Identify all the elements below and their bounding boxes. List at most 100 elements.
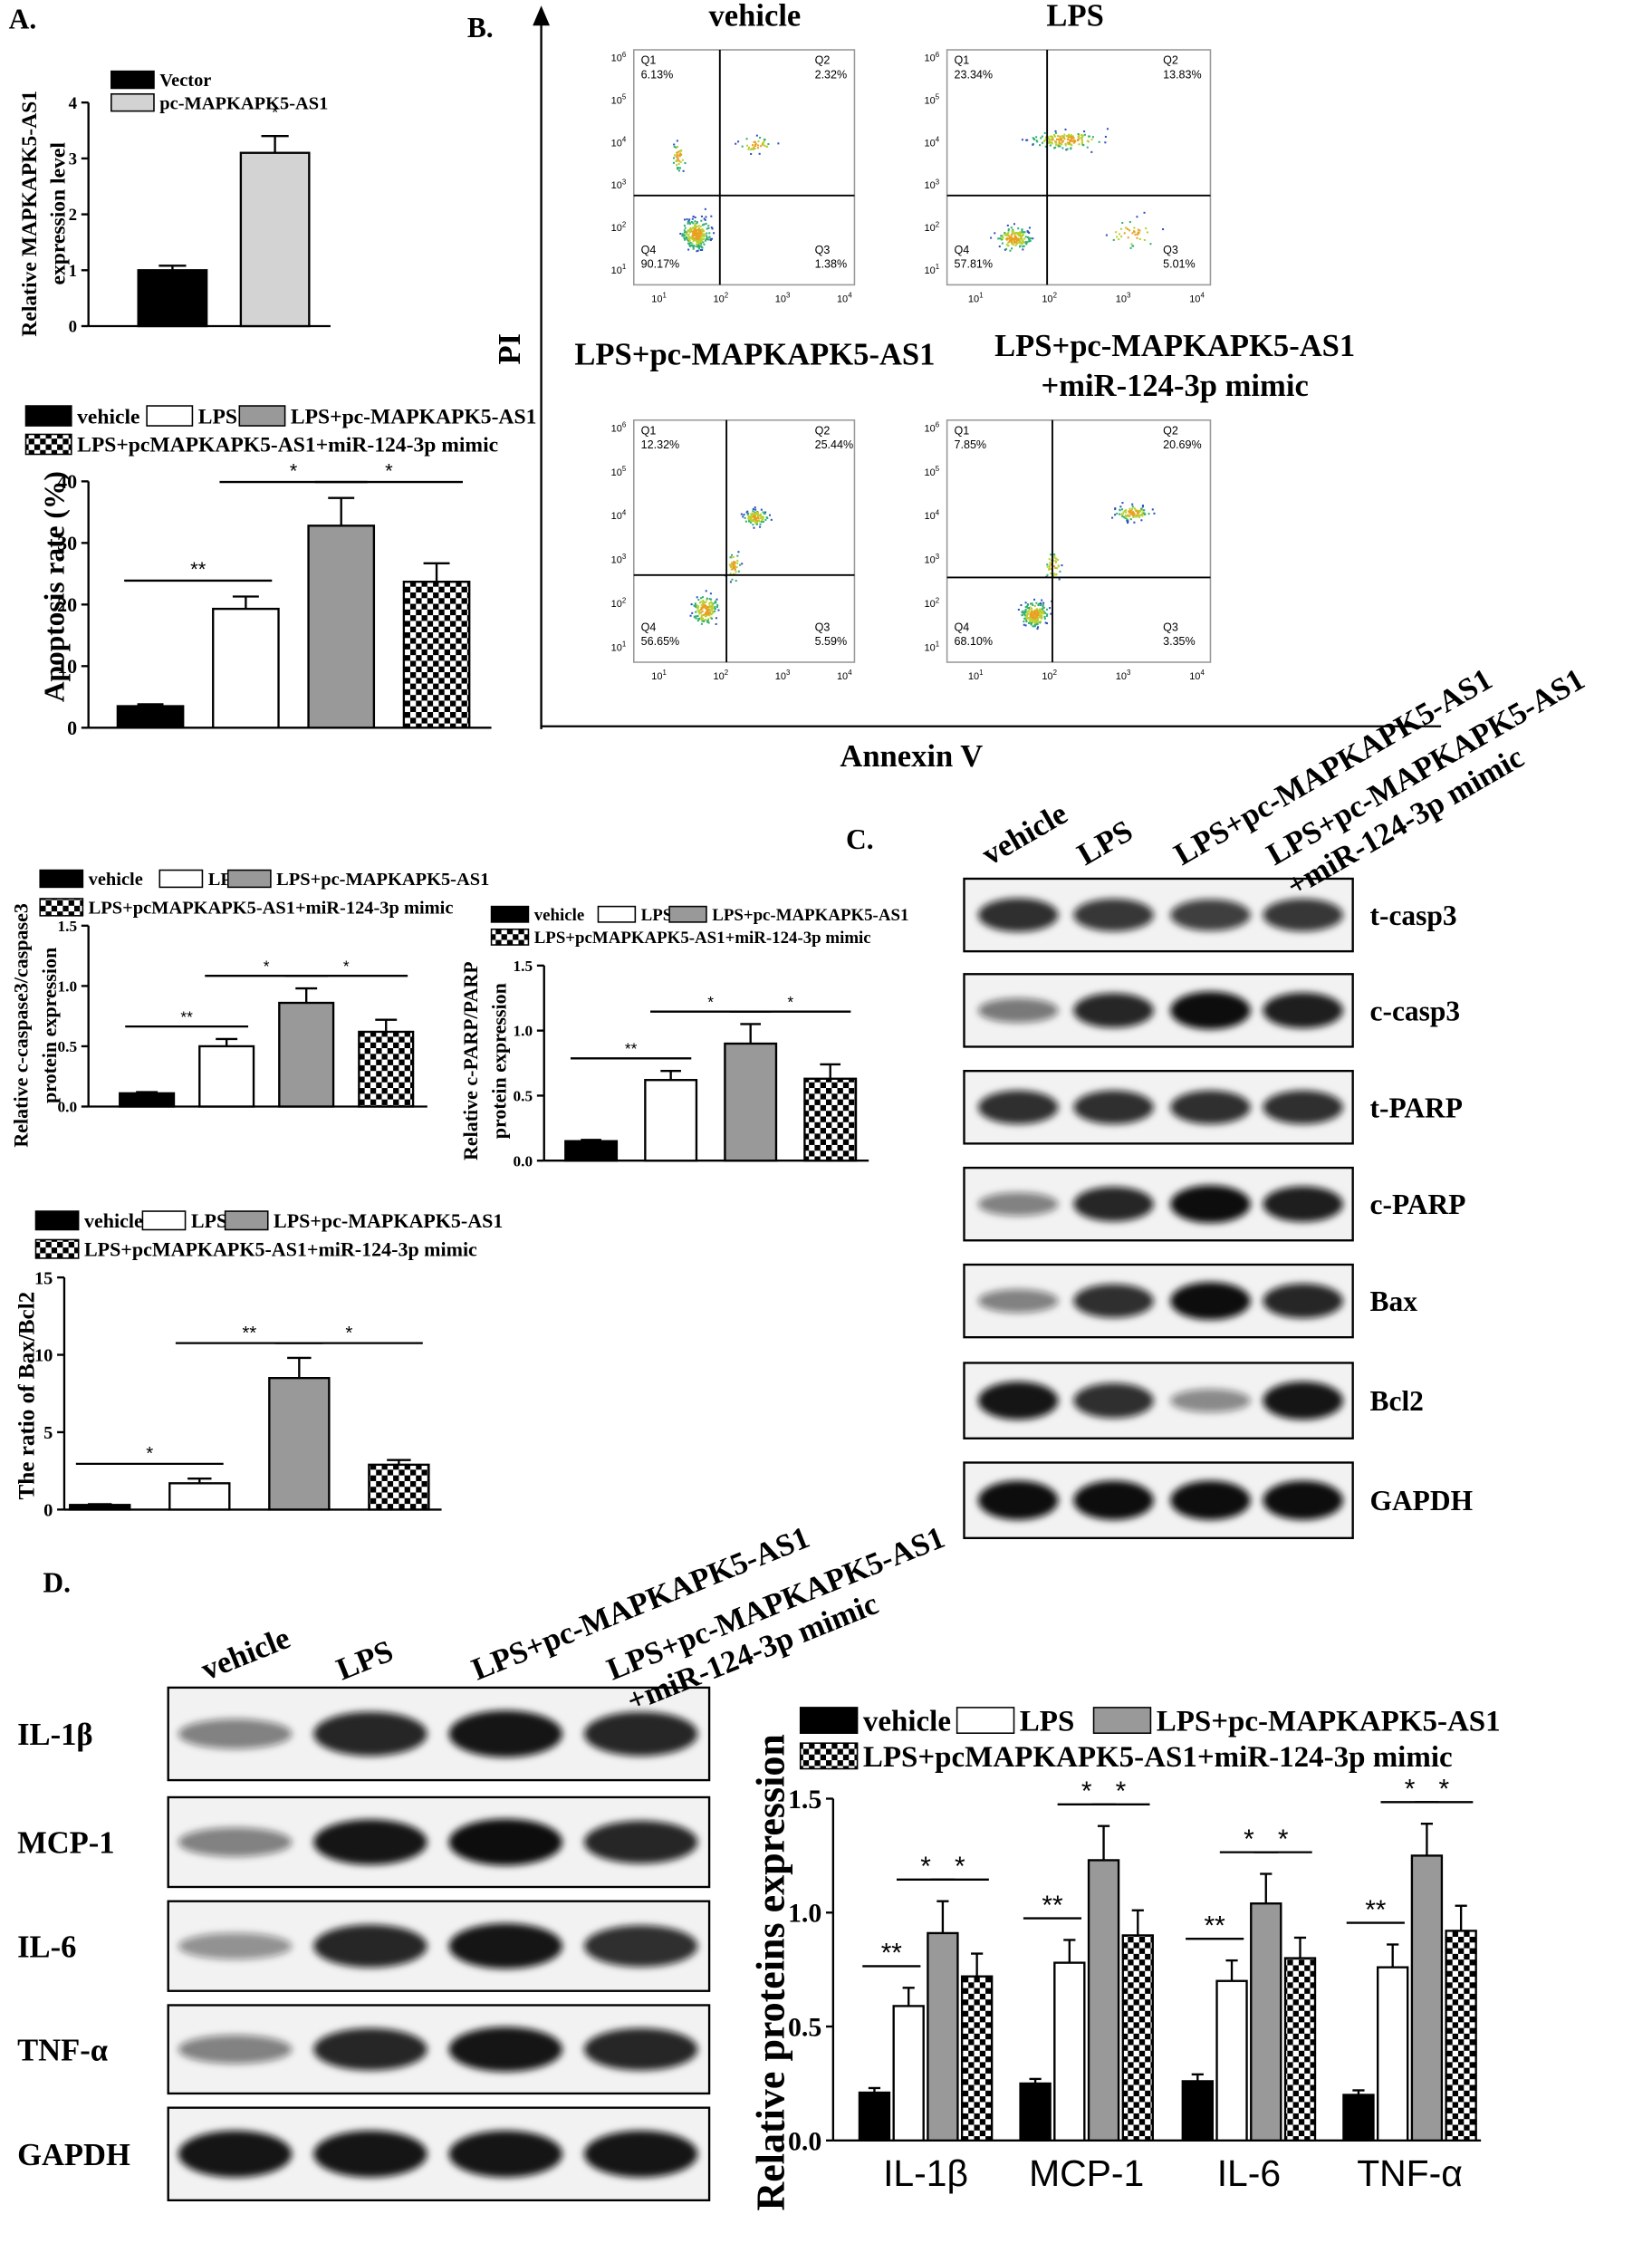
- band: [1263, 992, 1343, 1029]
- event-dot: [1128, 515, 1130, 518]
- flow-x-label: Annexin V: [840, 739, 983, 774]
- event-dot: [1143, 211, 1146, 214]
- tick-exponent: 1: [979, 292, 983, 300]
- event-dot: [696, 249, 699, 252]
- legend-label: LPS: [198, 405, 237, 428]
- event-dot: [754, 144, 756, 147]
- error-bar: [375, 1018, 398, 1032]
- event-dot: [754, 520, 756, 523]
- error-bar: [387, 1458, 411, 1465]
- quadrant-name: Q2: [1163, 424, 1178, 437]
- bar: [1376, 1966, 1409, 2142]
- event-dot: [692, 233, 695, 236]
- flow-y-label: PI: [493, 333, 527, 365]
- event-dot: [1005, 233, 1008, 236]
- event-dot: [1042, 606, 1045, 609]
- event-dot: [1058, 578, 1061, 581]
- event-dot: [698, 228, 701, 231]
- event-dot: [1125, 226, 1128, 229]
- event-dot: [697, 236, 700, 239]
- tick-base: 10: [611, 95, 622, 106]
- bar: [402, 581, 471, 729]
- x-tick-label: 101: [968, 669, 984, 682]
- event-dot: [702, 241, 705, 244]
- band: [977, 997, 1059, 1023]
- y-tick-label: 10: [57, 655, 77, 678]
- legend-label: LPS+pc-MAPKAPK5-AS1: [291, 405, 536, 428]
- event-dot: [696, 245, 699, 248]
- event-dot: [673, 146, 676, 149]
- event-dot: [686, 218, 688, 221]
- event-dot: [1131, 515, 1134, 517]
- event-dot: [702, 238, 705, 241]
- event-dot: [705, 222, 707, 225]
- tick-base: 10: [611, 467, 622, 478]
- event-dot: [1040, 603, 1042, 606]
- event-dot: [1007, 234, 1010, 236]
- event-dot: [1035, 140, 1038, 142]
- significance-label: *: [1438, 1775, 1449, 1805]
- tick-exponent: 3: [786, 292, 791, 300]
- event-dot: [1053, 147, 1056, 149]
- event-dot: [1162, 228, 1165, 231]
- tick-base: 10: [713, 294, 724, 304]
- event-dot: [1029, 613, 1032, 616]
- event-dot: [1027, 607, 1030, 610]
- quadrant-percent: 3.35%: [1163, 635, 1196, 648]
- event-dot: [1023, 237, 1026, 240]
- event-dot: [1070, 140, 1072, 142]
- event-dot: [709, 592, 712, 595]
- bar: [927, 1931, 959, 2142]
- event-dot: [689, 245, 692, 247]
- event-dot: [698, 618, 701, 621]
- event-dot: [1121, 502, 1124, 505]
- event-dot: [692, 236, 695, 239]
- tick-exponent: 2: [1053, 292, 1057, 300]
- y-tick-label: 1.0: [514, 1023, 533, 1040]
- tick-base: 10: [924, 423, 935, 434]
- event-dot: [763, 138, 766, 141]
- error-bar: [216, 1037, 238, 1046]
- bar: [1053, 1961, 1086, 2142]
- tick-exponent: 1: [979, 669, 983, 677]
- y-tick-label: 103: [611, 178, 627, 191]
- y-tick-label: 102: [924, 596, 939, 610]
- event-dot: [679, 232, 682, 236]
- row-label: IL-6: [17, 1930, 76, 1964]
- row-label: c-casp3: [1370, 995, 1461, 1026]
- event-dot: [1012, 228, 1014, 231]
- event-dot: [753, 146, 755, 149]
- band: [178, 2035, 293, 2064]
- tick-base: 10: [968, 294, 979, 304]
- event-dot: [732, 566, 735, 569]
- tick-base: 10: [1116, 294, 1127, 304]
- event-dot: [1020, 604, 1023, 607]
- event-dot: [1033, 604, 1036, 608]
- significance-label: *: [343, 958, 350, 976]
- event-dot: [696, 615, 699, 618]
- event-dot: [701, 596, 704, 599]
- event-dot: [710, 604, 713, 607]
- legend-label: LPS+pcMAPKAPK5-AS1+miR-124-3p mimic: [89, 899, 454, 919]
- event-dot: [1018, 232, 1021, 235]
- event-dot: [698, 612, 701, 615]
- event-dot: [677, 158, 679, 160]
- event-dot: [696, 221, 698, 224]
- event-dot: [697, 247, 701, 250]
- event-dot: [1025, 621, 1028, 623]
- quadrant-percent: 5.01%: [1163, 258, 1196, 271]
- error-bar: [1387, 1943, 1399, 1968]
- band: [1073, 1480, 1154, 1520]
- tick-base: 10: [1189, 671, 1200, 682]
- event-dot: [1027, 621, 1031, 624]
- x-tick-label: 103: [775, 292, 791, 305]
- event-dot: [693, 226, 696, 229]
- event-dot: [682, 235, 685, 237]
- bar: [724, 1042, 778, 1162]
- event-dot: [694, 216, 696, 219]
- event-dot: [1030, 618, 1032, 621]
- error-bar: [740, 1023, 761, 1044]
- event-dot: [1024, 602, 1027, 604]
- event-dot: [688, 223, 691, 226]
